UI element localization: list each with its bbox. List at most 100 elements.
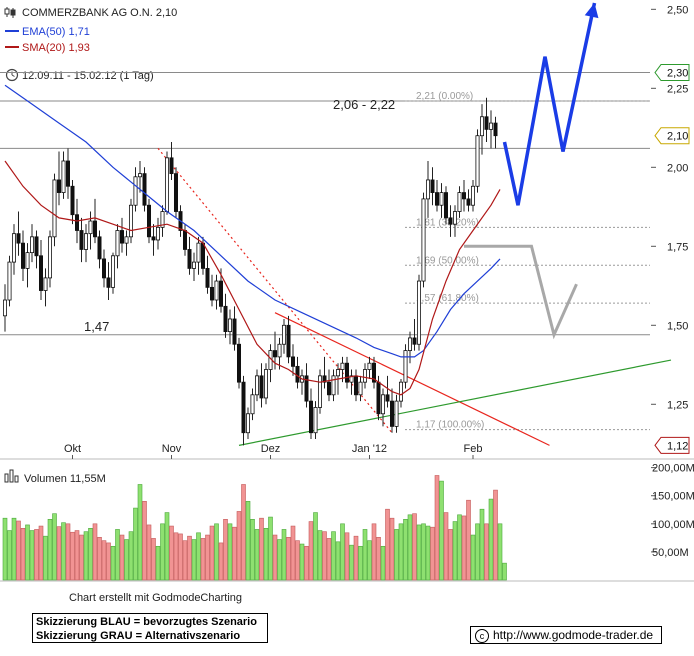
y-axis-tick-label: 1,25 [667,399,688,411]
candle [263,363,268,405]
candle-body [20,242,25,269]
candle [443,186,448,225]
candle [209,274,214,307]
volume-bar [119,534,125,581]
volume-bar [34,529,39,581]
candle [102,249,107,288]
candle-body [493,122,498,137]
candle [70,179,75,225]
candle [88,211,93,250]
candle-body [308,400,313,434]
candle [331,369,336,402]
candle [277,337,282,370]
candle [124,230,129,256]
copyright-icon: c [475,628,489,643]
candle-body [66,160,71,187]
volume-bar [268,516,273,581]
candle [196,236,201,275]
candle [407,331,412,364]
y-axis-tick-label: 2,00 [667,162,688,174]
volume-bar [452,521,458,581]
volume-bar [304,545,309,581]
volume-bar [376,536,381,581]
volume-bar [412,513,417,581]
candle [173,167,178,218]
candle-body [250,394,255,415]
candle-body [389,400,394,427]
candle-body [196,242,201,263]
candle-body [11,233,16,263]
candle-body [421,198,426,282]
volume-icon [4,469,19,483]
candle-body [380,394,385,415]
y-axis-tick-label: 2,50 [667,4,688,16]
candle-body [223,305,228,333]
candle [380,388,385,427]
candle-body [403,350,408,383]
candle-body [259,375,264,399]
volume-bar [385,508,390,581]
candle-body [146,204,151,238]
candle-body [475,135,480,187]
candle [128,198,133,244]
volume-bar [191,539,197,581]
candle [164,151,169,215]
candle-body [457,192,462,212]
sma20-line [4,160,501,396]
ema-legend-label: EMA(50) 1,71 [22,26,90,38]
candle-body [120,230,125,244]
candle [137,160,142,193]
candle-body [75,214,80,231]
volume-bar [295,540,300,581]
y-axis-tick-label: 2,25 [667,83,688,95]
volume-bar [443,512,449,581]
trendline-red [274,312,550,446]
candle [155,217,160,250]
volume-bar [407,514,413,581]
volume-bar [196,532,201,581]
fib-level-label: 1,69 (50.00%) [416,255,479,266]
x-axis-tick-label: Jan '12 [352,443,387,455]
candle [133,167,138,212]
volume-bar [205,534,210,581]
volume-bar [2,517,8,581]
candle [452,205,457,237]
candle-body [52,179,57,238]
volume-bar [362,529,368,581]
candle [151,224,156,256]
volume-bar [290,525,296,581]
candle-body [353,375,358,396]
candle [479,104,484,155]
candle-body [385,394,390,402]
volume-bar [214,523,219,581]
source-link[interactable]: http://www.godmode-trader.de [493,628,654,642]
volume-bar [88,528,93,581]
candle-body [412,337,417,345]
volume-bar [164,512,170,581]
volume-bar [137,484,143,581]
volume-bar [259,517,264,581]
candle [317,369,322,414]
volume-bar [335,541,341,581]
candle-body [254,375,259,396]
grey-scenario-path [464,244,578,340]
candle-body [340,362,345,370]
volume-bar [349,544,354,581]
volume-bar [182,540,188,581]
candle-body [326,381,331,396]
candle-body [111,255,116,288]
volume-bar [299,543,305,581]
volume-bar [322,531,327,581]
candle [308,388,313,440]
candle-body [317,375,322,408]
candle [39,239,44,301]
candle [169,142,174,180]
period-label: 12.09.11 - 15.02.12 (1 Tag) [22,70,154,82]
candle [232,306,237,351]
candle-body [3,299,8,317]
volume-bar [380,545,386,581]
source-link-box[interactable]: c http://www.godmode-trader.de [470,626,662,644]
candle [11,224,16,275]
volume-bar [398,523,404,581]
candle-body [344,362,349,383]
